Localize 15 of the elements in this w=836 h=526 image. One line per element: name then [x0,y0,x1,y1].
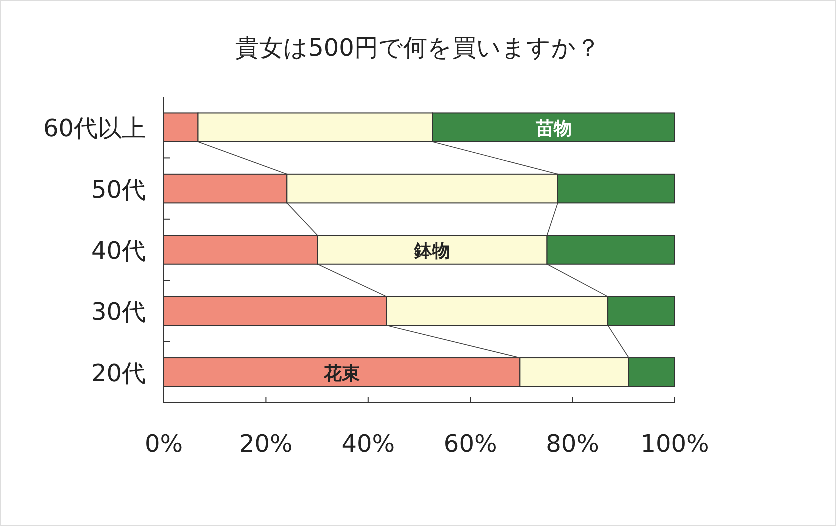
y-tick-label: 60代以上 [43,114,146,143]
series-label: 花束 [323,363,360,384]
series-label: 苗物 [534,118,572,140]
x-tick-label: 100% [640,430,710,458]
y-tick-label: 40代 [91,237,146,265]
x-tick-label: 20% [240,430,293,458]
y-tick-label: 30代 [91,298,146,326]
chart-title: 貴女は500円で何を買いますか？ [236,34,600,62]
y-tick-label: 50代 [91,176,146,204]
y-tick-label: 20代 [91,359,146,388]
series-label: 鉢物 [414,241,451,262]
x-tick-label: 40% [342,430,396,458]
x-tick-label: 0% [144,430,184,458]
x-tick-label: 80% [546,430,600,458]
x-tick-label: 60% [444,430,498,458]
